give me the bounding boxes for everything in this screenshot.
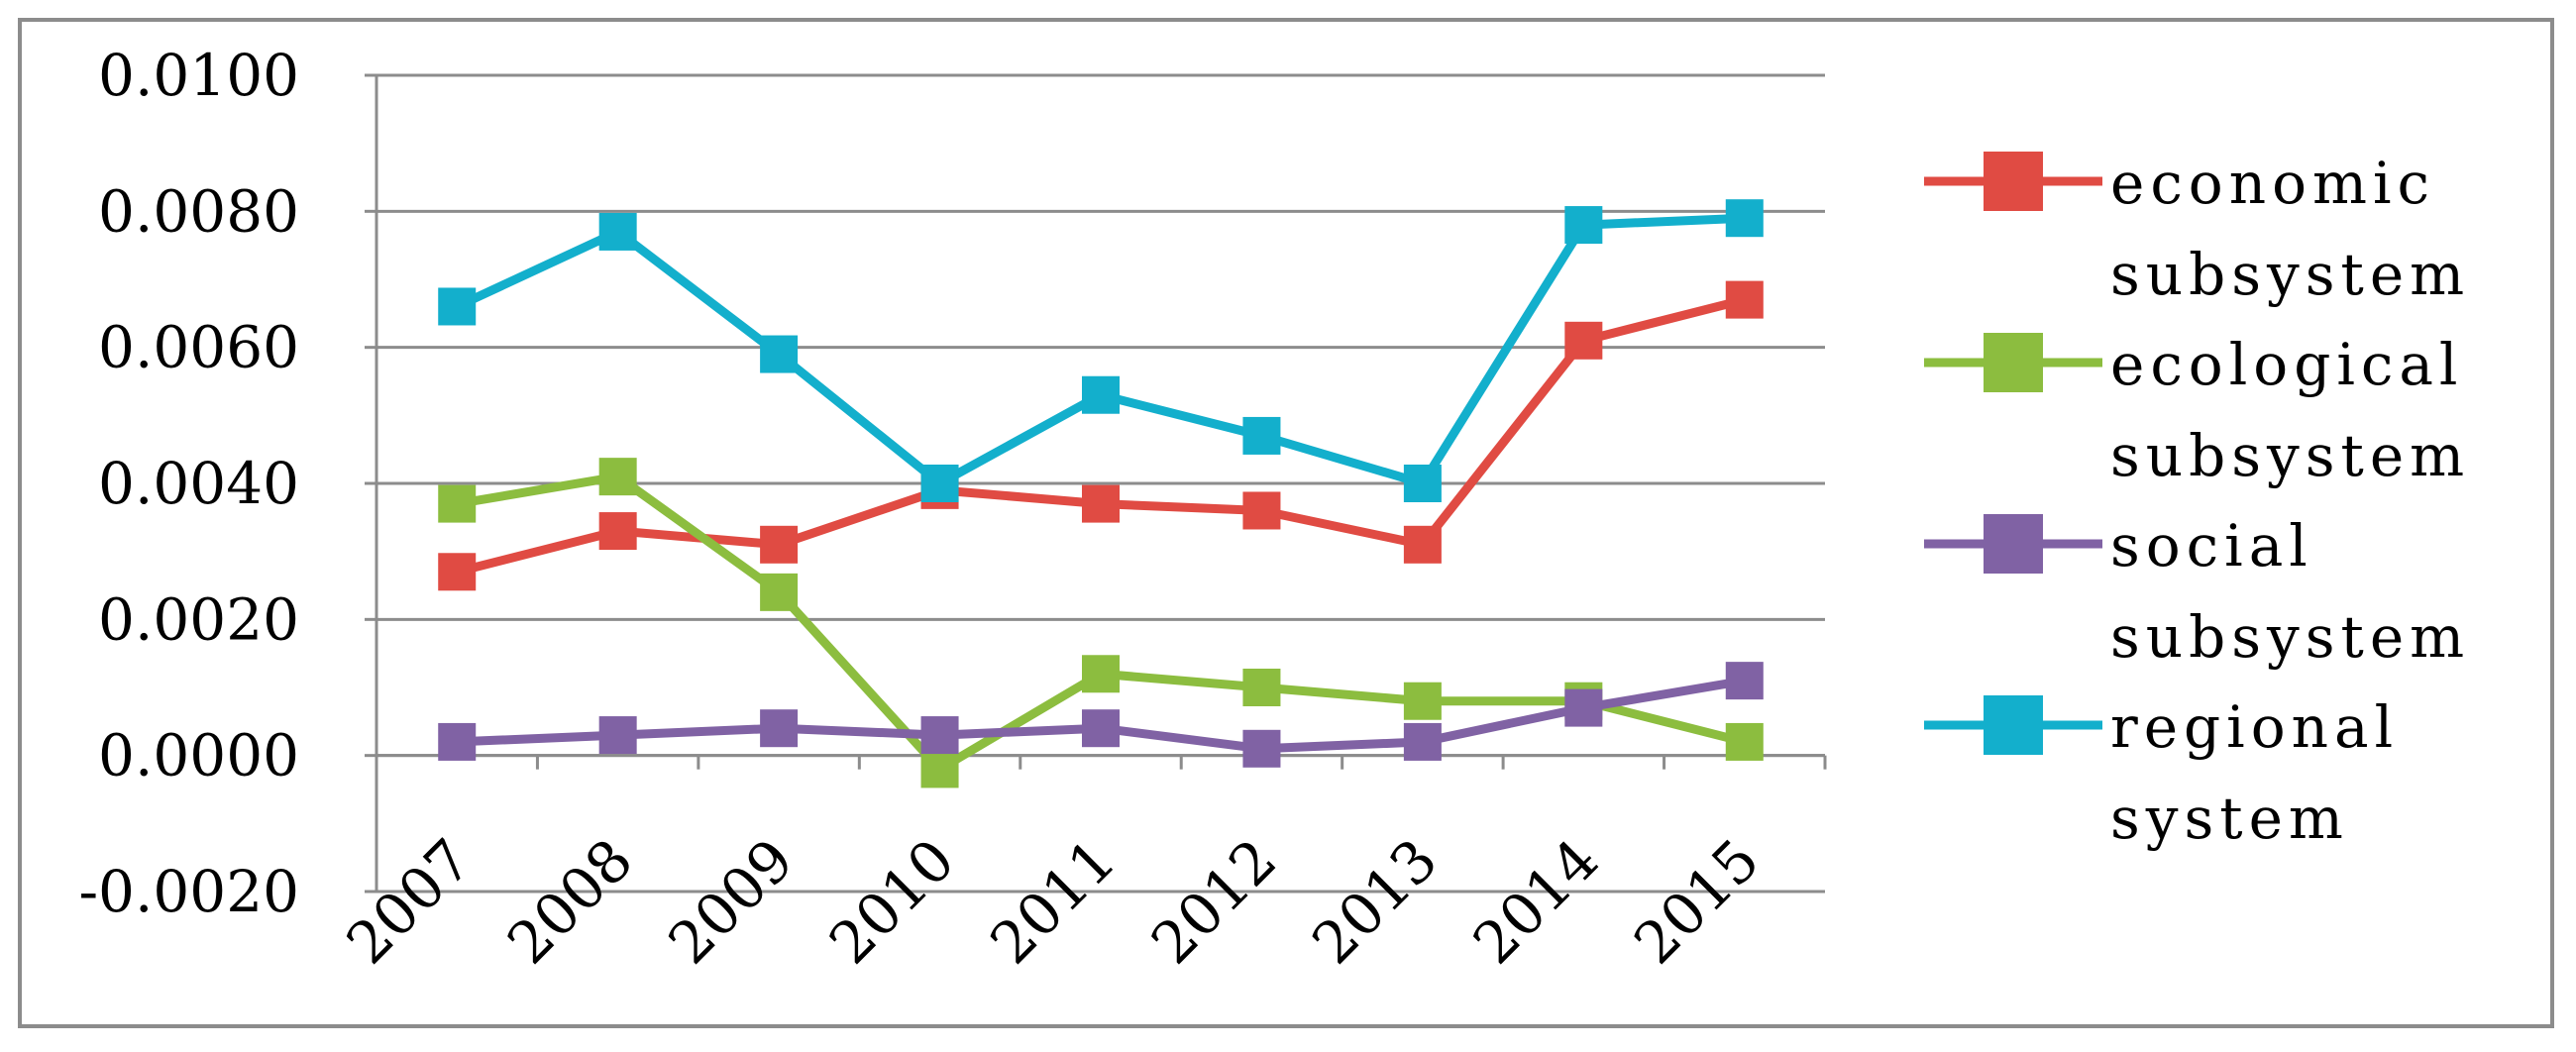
- x-tick-label: 2010: [816, 826, 967, 977]
- data-point: [1242, 491, 1281, 530]
- data-point: [1403, 722, 1442, 761]
- data-point: [598, 212, 637, 251]
- data-point: [1242, 729, 1281, 768]
- data-point: [760, 525, 799, 564]
- data-point: [1242, 669, 1281, 706]
- data-point: [438, 287, 477, 326]
- legend-label: subsystem: [2110, 603, 2470, 671]
- data-point: [1725, 199, 1764, 238]
- series-group: [438, 199, 1764, 789]
- x-tick-label: 2007: [334, 826, 484, 977]
- legend-entry: economic subsystem: [1924, 150, 2470, 308]
- legend-marker: [1984, 333, 2043, 392]
- data-point: [1242, 416, 1281, 455]
- data-point: [760, 573, 799, 611]
- y-tick-label: 0.0040: [98, 450, 299, 517]
- legend-marker: [1984, 152, 2043, 211]
- data-point: [1725, 722, 1764, 761]
- data-point: [438, 484, 477, 523]
- legend-label: subsystem: [2110, 241, 2470, 308]
- chart-frame: [18, 18, 2554, 1028]
- x-axis-ticks: 2007 2008 2009 2010 2011 2012 2013 2014 2015: [334, 826, 1772, 977]
- legend-marker: [1984, 695, 2043, 755]
- data-point: [438, 553, 477, 591]
- series-line: [455, 213, 1745, 488]
- data-point: [920, 716, 959, 755]
- data-point: [598, 458, 637, 496]
- data-point: [438, 722, 477, 761]
- series-line: [456, 295, 1746, 577]
- y-tick-label: 0.0080: [98, 177, 299, 245]
- x-tick-label: 2008: [494, 826, 645, 977]
- x-tick-label: 2011: [977, 826, 1127, 977]
- data-point: [1564, 206, 1603, 245]
- y-tick-label: 0.0060: [98, 314, 299, 381]
- data-point: [1082, 709, 1120, 748]
- series-regional-system: [438, 199, 1764, 502]
- legend-label: system: [2110, 785, 2349, 852]
- legend-entry: social subsystem: [1924, 512, 2470, 671]
- y-tick-label: 0.0000: [98, 722, 299, 789]
- legend: economicsubsystemecologicalsubsystemsoci…: [1924, 150, 2470, 852]
- y-tick-label: -0.0020: [78, 858, 299, 925]
- series-ecological-subsystem: [438, 458, 1764, 789]
- data-point: [1725, 280, 1764, 319]
- data-point: [1403, 465, 1442, 502]
- legend-label: regional: [2110, 693, 2399, 761]
- x-tick-label: 2009: [656, 826, 806, 977]
- data-point: [1403, 682, 1442, 720]
- data-point: [1564, 688, 1603, 727]
- data-point: [598, 512, 637, 551]
- legend-label: social: [2110, 512, 2313, 579]
- legend-entry: regional system: [1924, 693, 2399, 852]
- x-tick-label: 2013: [1299, 826, 1449, 977]
- data-point: [760, 335, 799, 373]
- x-tick-label: 2015: [1621, 826, 1771, 977]
- x-tick-label: 2014: [1460, 826, 1611, 977]
- axes: [365, 73, 1827, 894]
- data-point: [1564, 321, 1603, 360]
- legend-label: subsystem: [2110, 422, 2470, 489]
- legend-marker: [1984, 514, 2043, 574]
- y-tick-label: 0.0020: [98, 585, 299, 653]
- legend-entry: ecological subsystem: [1924, 331, 2470, 489]
- legend-label: ecological: [2110, 331, 2464, 398]
- data-point: [1082, 484, 1120, 523]
- data-point: [1403, 525, 1442, 564]
- series-economic-subsystem: [438, 280, 1764, 591]
- data-point: [1082, 655, 1120, 693]
- x-tick-label: 2012: [1138, 826, 1289, 977]
- y-tick-label: 0.0100: [98, 42, 299, 109]
- data-point: [920, 750, 959, 789]
- data-point: [1725, 662, 1764, 700]
- data-point: [920, 465, 959, 502]
- series-social-subsystem: [438, 662, 1764, 768]
- data-point: [760, 709, 799, 748]
- legend-label: economic: [2110, 150, 2435, 217]
- y-axis-ticks: 0.0100 0.0080 0.0060 0.0040 0.0020 0.0000 -0.0…: [78, 42, 299, 925]
- data-point: [598, 716, 637, 755]
- data-point: [1082, 375, 1120, 414]
